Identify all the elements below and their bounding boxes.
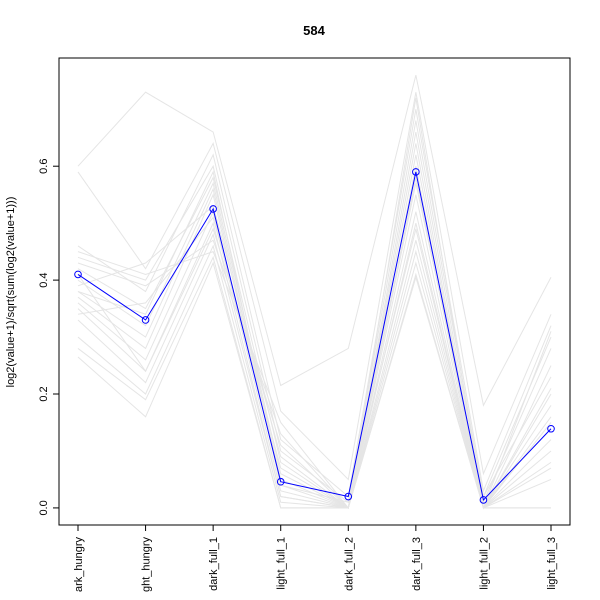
- x-axis: ark_hungry ght_hungry dark_full_1 light_ful…: [73, 525, 558, 592]
- background-series-line: [77, 211, 552, 509]
- highlight-point: [74, 270, 82, 279]
- y-tick-label: 0.0: [38, 500, 50, 515]
- highlight-point: [412, 168, 420, 176]
- plot-frame: [58, 57, 571, 526]
- highlight-series-group: [74, 168, 555, 504]
- highlight-point: [547, 424, 555, 433]
- chart-title: 584: [303, 23, 325, 38]
- background-series-line: [77, 205, 552, 509]
- y-axis: 0.0 0.2 0.4 0.6: [38, 159, 59, 516]
- highlight-point: [209, 205, 217, 213]
- background-series-line: [77, 97, 552, 510]
- highlight-point: [141, 316, 150, 324]
- y-tick-label: 0.6: [38, 159, 50, 174]
- background-series-line: [77, 249, 552, 509]
- x-tick-label: light_full_2: [478, 537, 490, 590]
- x-tick-label: light_full_1: [276, 537, 288, 590]
- highlight-point: [276, 477, 285, 486]
- background-series-line: [77, 177, 552, 510]
- background-series-group: [77, 74, 552, 510]
- highlight-point: [344, 492, 353, 501]
- x-tick-label: ght_hungry: [141, 537, 153, 593]
- x-tick-label: ark_hungry: [73, 537, 85, 593]
- x-tick-label: dark_full_3: [411, 537, 423, 591]
- background-series-line: [77, 109, 552, 498]
- x-tick-label: dark_full_1: [208, 537, 220, 591]
- background-series-line: [77, 170, 552, 510]
- y-tick-label: 0.2: [38, 386, 50, 401]
- y-tick-label: 0.4: [38, 272, 50, 287]
- x-tick-label: dark_full_2: [343, 537, 355, 591]
- background-series-line: [77, 251, 551, 509]
- y-axis-label: log2(value+1)/sqrt(sum(log2(value+1))): [5, 197, 17, 388]
- background-series-line: [77, 92, 552, 481]
- highlight-series-line: [77, 171, 552, 501]
- x-tick-label: light_full_3: [546, 537, 558, 590]
- background-series-line: [77, 74, 552, 407]
- highlight-point: [479, 496, 488, 504]
- background-series-line: [77, 183, 552, 509]
